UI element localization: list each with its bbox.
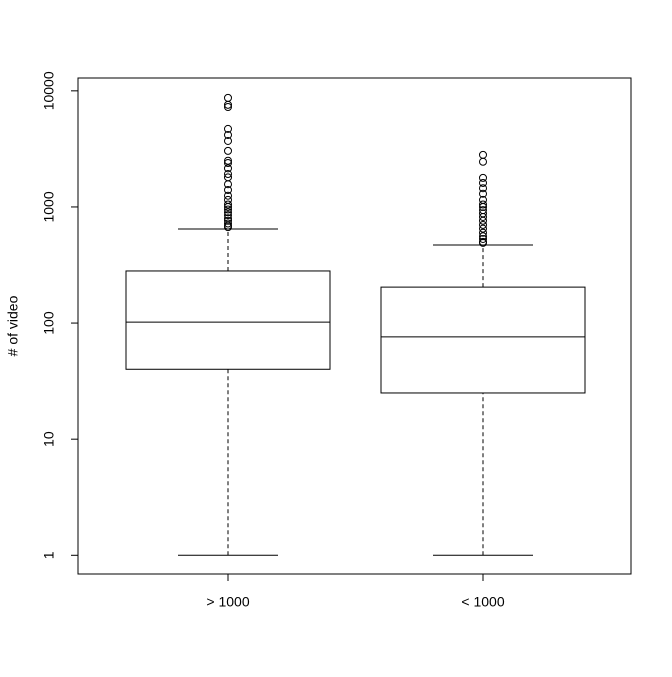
outlier [224,156,232,165]
outlier [479,184,487,193]
outlier [224,223,232,232]
outlier [479,238,487,247]
box [125,270,331,370]
outlier [479,212,487,221]
outlier [224,211,232,220]
outlier [224,191,232,200]
outlier [224,205,232,214]
outlier [224,93,232,102]
outlier [479,220,487,229]
outlier [479,150,487,159]
y-tick-label: 10 [41,431,57,447]
y-tick-label: 100 [41,311,57,335]
x-tick-label: > 1000 [206,594,249,610]
y-tick-label: 1 [41,551,57,559]
outlier [479,157,487,166]
x-tick-label: < 1000 [461,594,504,610]
outlier [224,219,232,228]
outlier [479,216,487,225]
outlier [479,200,487,209]
outlier [479,189,487,198]
y-tick-label: 10000 [41,71,57,110]
outlier [224,216,232,225]
outlier [224,130,232,139]
outlier [479,173,487,182]
outlier [224,180,232,189]
plot-frame [77,77,632,575]
outlier [224,124,232,133]
outlier [479,224,487,233]
y-tick-label: 1000 [41,191,57,222]
outlier [479,178,487,187]
outlier [479,234,487,243]
outlier [224,202,232,211]
outlier [224,136,232,145]
outlier [224,100,232,109]
outlier [224,185,232,194]
y-axis-label: # of video [5,295,21,356]
outlier [224,200,232,209]
outlier [224,170,232,179]
outlier [224,159,232,168]
box [380,286,586,394]
outlier [479,228,487,237]
outlier [479,202,487,211]
outlier [224,164,232,173]
outlier [224,208,232,217]
outlier [224,103,232,112]
outlier [224,146,232,155]
